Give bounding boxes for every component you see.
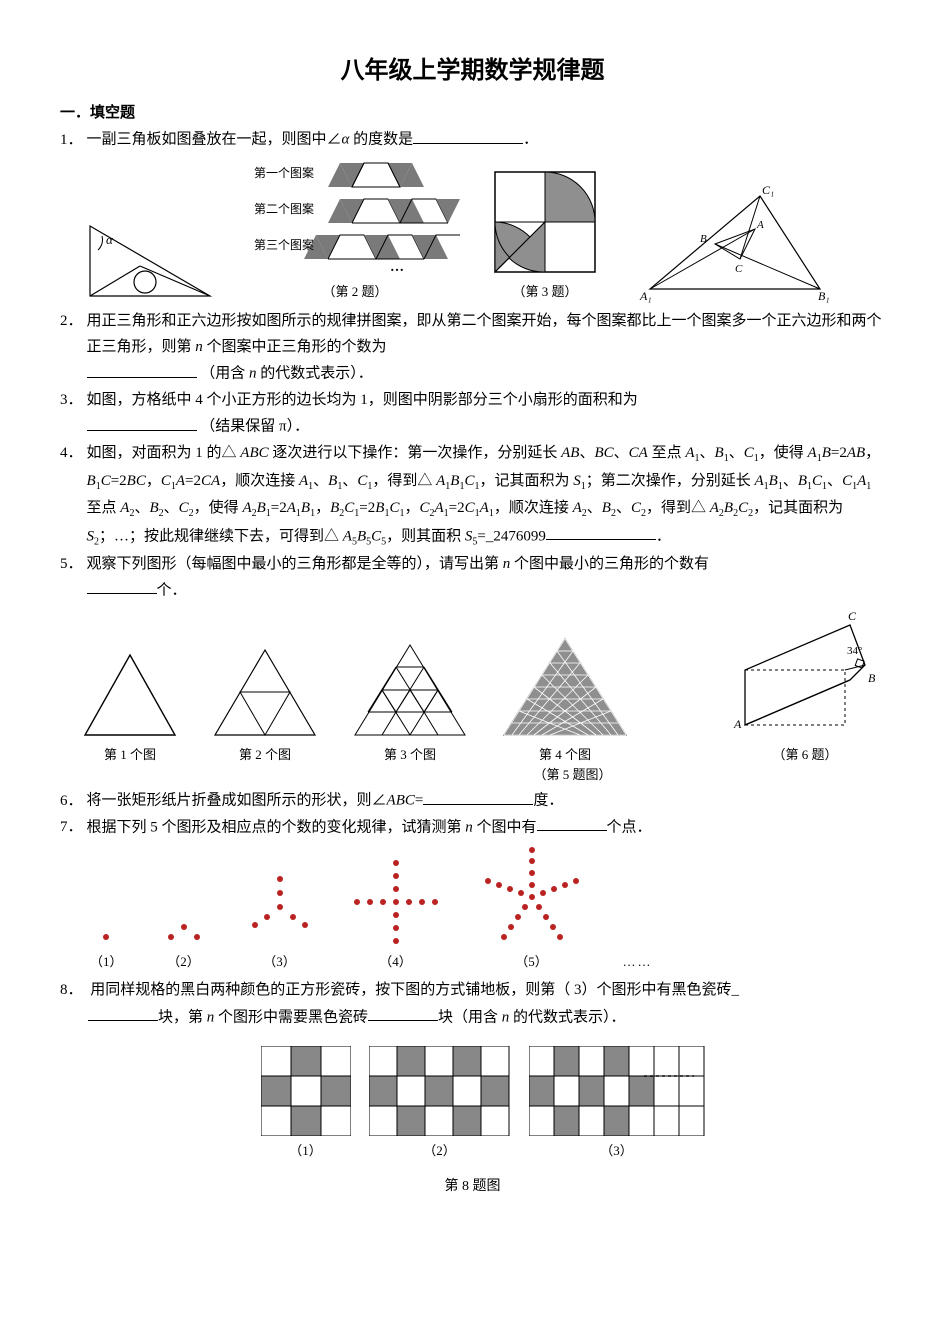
fig-q2: 第一个图案 第二个图案 第三个图案 … （第 2 题） (250, 159, 460, 304)
q2-blank (87, 360, 197, 378)
q7-blank (537, 814, 607, 832)
fig8-1: （1） (261, 1046, 351, 1163)
fig-q1-svg: α (80, 216, 220, 304)
svg-text:第二个图案: 第二个图案 (254, 201, 314, 216)
fig7-ellipsis: …… (623, 951, 653, 974)
q8-text-a: 用同样规格的黑白两种颜色的正方形瓷砖，按下图的方式铺地板，则第（ 3）个图形中有… (90, 982, 739, 998)
page-title: 八年级上学期数学规律题 (60, 50, 885, 92)
svg-text:B: B (868, 671, 876, 685)
svg-text:第一个图案: 第一个图案 (254, 165, 314, 180)
question-7: 7． 根据下列 5 个图形及相应点的个数的变化规律，试猜测第 n 个图中有个点． (60, 814, 885, 841)
fig7-3: （3） (245, 867, 315, 974)
svg-text:C₁: C₁ (762, 184, 774, 197)
q4-number: 4． (60, 440, 83, 466)
fig2-caption: （第 2 题） (322, 281, 387, 304)
svg-text:α: α (106, 232, 114, 247)
svg-text:第三个图案: 第三个图案 (254, 237, 314, 252)
fig-q6: C B A 34° （第 6 题） (730, 610, 880, 767)
q3-text: 如图，方格纸中 4 个小正方形的边长均为 1，则图中阴影部分三个小扇形的面积和为… (87, 387, 885, 440)
question-8: 8． 用同样规格的黑白两种颜色的正方形瓷砖，按下图的方式铺地板，则第（ 3）个图… (60, 977, 885, 1003)
q1-blank (413, 126, 523, 144)
fig6-caption: （第 6 题） (772, 744, 837, 767)
fig5-1: 第 1 个图 (80, 650, 180, 767)
q8-blank2 (368, 1004, 438, 1022)
fig7-2: （2） (159, 877, 209, 974)
question-3: 3． 如图，方格纸中 4 个小正方形的边长均为 1，则图中阴影部分三个小扇形的面… (60, 387, 885, 440)
q2-number: 2． (60, 308, 83, 334)
svg-text:C: C (848, 610, 857, 623)
fig5-caption: （第 5 题图） (260, 764, 885, 787)
q2-text: 用正三角形和正六边形按如图所示的规律拼图案，即从第二个图案开始，每个图案都比上一… (87, 308, 885, 387)
q5-blank (87, 577, 157, 595)
q7-number: 7． (60, 814, 83, 840)
q6-number: 6． (60, 788, 83, 814)
q5-text: 观察下列图形（每幅图中最小的三角形都是全等的），请写出第 n 个图中最小的三角形… (87, 551, 885, 604)
figure-row-5: 第 1 个图 第 2 个图 第 3 个图 (80, 610, 885, 767)
figure-row-1: α (80, 159, 885, 304)
fig8-2: （2） (369, 1046, 511, 1163)
svg-text:34°: 34° (847, 645, 862, 657)
fig3-caption: （第 3 题） (512, 281, 577, 304)
svg-text:C: C (735, 263, 743, 275)
fig5-2: 第 2 个图 (210, 645, 320, 767)
q1-text: 一副三角板如图叠放在一起，则图中∠α 的度数是． (87, 126, 885, 153)
fig7-1: （1） (90, 877, 123, 974)
fig7-4: （4） (351, 857, 441, 974)
figure-row-8: （1） （2） (80, 1046, 885, 1163)
fig-q3: （第 3 题） (490, 167, 600, 304)
fig5-3: 第 3 个图 (350, 640, 470, 767)
question-1: 1． 一副三角板如图叠放在一起，则图中∠α 的度数是． (60, 126, 885, 153)
fig8-caption: 第 8 题图 (60, 1175, 885, 1200)
fig-q4-svg: A₁ B₁ C₁ B A C (630, 184, 830, 304)
q4-text: 如图，对面积为 1 的△ ABC 逐次进行以下操作：第一次操作，分别延长 AB、… (87, 440, 885, 551)
question-5: 5． 观察下列图形（每幅图中最小的三角形都是全等的），请写出第 n 个图中最小的… (60, 551, 885, 604)
q7-text: 根据下列 5 个图形及相应点的个数的变化规律，试猜测第 n 个图中有个点． (87, 814, 885, 841)
q6-text: 将一张矩形纸片折叠成如图所示的形状，则∠ABC=度． (87, 787, 885, 814)
fig8-3: （3） (529, 1046, 705, 1163)
q8-line2: 块，第 n 个图形中需要黑色瓷砖块（用含 n 的代数式表示）． (60, 1004, 885, 1031)
fig5-4: 第 4 个图 (500, 635, 630, 767)
fig-q4: A₁ B₁ C₁ B A C (630, 184, 830, 304)
fig7-5: （5） (477, 847, 587, 974)
question-6: 6． 将一张矩形纸片折叠成如图所示的形状，则∠ABC=度． (60, 787, 885, 814)
q8-number: 8． (60, 982, 83, 998)
svg-text:A: A (733, 717, 742, 731)
section-heading: 一．填空题 (60, 100, 885, 126)
q3-blank (87, 413, 197, 431)
svg-text:…: … (390, 260, 404, 275)
svg-text:B₁: B₁ (818, 289, 830, 303)
q3-number: 3． (60, 387, 83, 413)
question-2: 2． 用正三角形和正六边形按如图所示的规律拼图案，即从第二个图案开始，每个图案都… (60, 308, 885, 387)
svg-text:B: B (700, 233, 707, 245)
q6-blank (423, 787, 533, 805)
svg-text:A: A (756, 219, 764, 231)
q1-number: 1． (60, 127, 83, 153)
fig-q3-svg (490, 167, 600, 277)
q8-blank1 (88, 1004, 158, 1022)
svg-text:A₁: A₁ (639, 289, 652, 303)
question-4: 4． 如图，对面积为 1 的△ ABC 逐次进行以下操作：第一次操作，分别延长 … (60, 440, 885, 551)
fig-q2-svg: 第一个图案 第二个图案 第三个图案 … (250, 159, 460, 277)
q5-number: 5． (60, 551, 83, 577)
fig-q1: α (80, 216, 220, 304)
figure-row-7: （1） （2） （3） (90, 847, 885, 974)
